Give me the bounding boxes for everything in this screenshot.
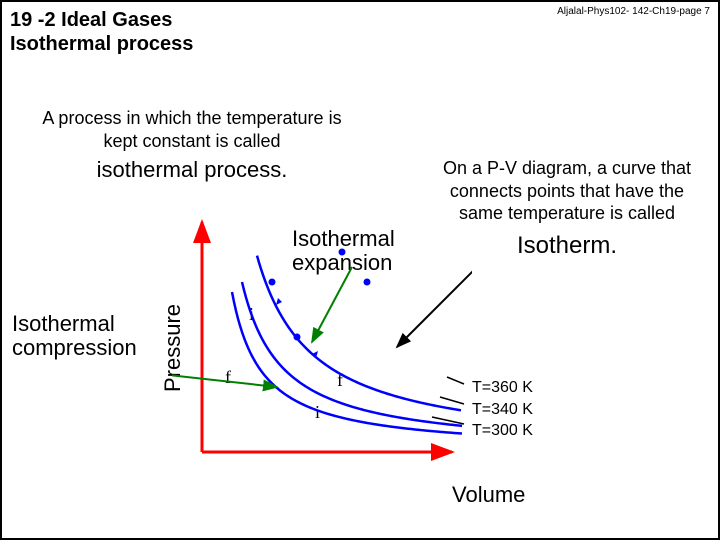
pv-diagram <box>172 212 472 472</box>
isotherm-definition-block: On a P-V diagram, a curve that connects … <box>432 157 702 261</box>
rhs-line-3: same temperature is called <box>432 202 702 225</box>
rhs-emphasis: Isotherm. <box>432 231 702 261</box>
page-title: 19 -2 Ideal Gases Isothermal process <box>10 8 193 56</box>
title-line-2: Isothermal process <box>10 32 193 56</box>
def-emphasis: isothermal process. <box>32 156 352 184</box>
def-line-2: kept constant is called <box>32 130 352 153</box>
definition-block: A process in which the temperature is ke… <box>32 107 352 184</box>
title-line-1: 19 -2 Ideal Gases <box>10 8 193 32</box>
ycomp-line-2: compression <box>12 336 137 360</box>
x-axis-label: Volume <box>452 482 525 508</box>
rhs-line-2: connects points that have the <box>432 180 702 203</box>
temp-2: T=340 K <box>472 399 533 421</box>
header-reference: Aljalal-Phys102- 142-Ch19-page 7 <box>557 6 710 17</box>
temp-1: T=360 K <box>472 377 533 399</box>
def-line-1: A process in which the temperature is <box>32 107 352 130</box>
ycomp-line-1: Isothermal <box>12 312 137 336</box>
temperature-legend: T=360 K T=340 K T=300 K <box>472 377 533 442</box>
temp-3: T=300 K <box>472 420 533 442</box>
rhs-line-1: On a P-V diagram, a curve that <box>432 157 702 180</box>
isothermal-compression-label: Isothermal compression <box>12 312 137 360</box>
